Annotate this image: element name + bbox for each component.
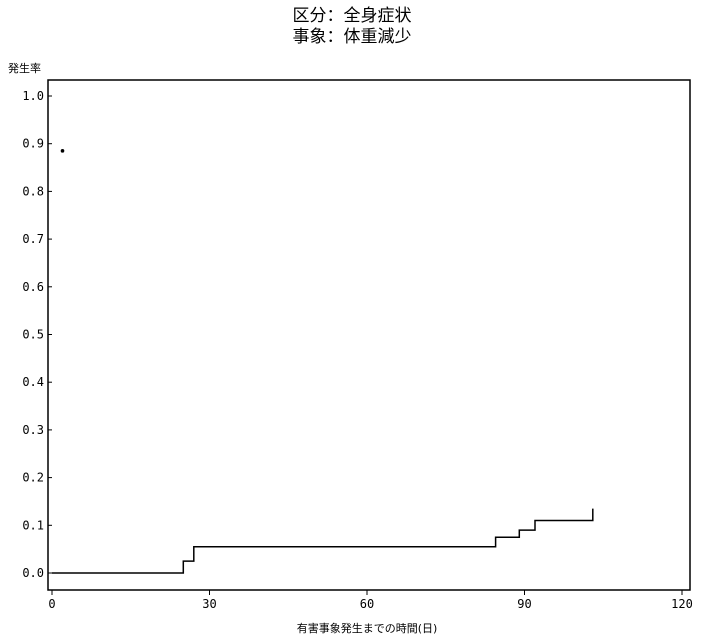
- y-tick-label: 0.4: [22, 375, 44, 389]
- x-tick-label: 90: [517, 597, 531, 611]
- y-tick-label: 0.5: [22, 328, 44, 342]
- y-tick-label: 0.3: [22, 423, 44, 437]
- y-tick-label: 0.2: [22, 471, 44, 485]
- plot-frame: [47, 79, 691, 591]
- series-layer: [52, 149, 594, 574]
- y-tick-label: 0.8: [22, 184, 44, 198]
- x-axis-label: 有害事象発生までの時間(日): [297, 621, 438, 635]
- axes: [47, 79, 691, 591]
- ticks: 0.0 0.1 0.2 0.3 0.4 0.5 0.6 0.7 0.8 0.9 1.0 0 30 60 90…: [22, 89, 693, 611]
- chart-title-block: 区分：全身症状 事象：体重減少: [0, 6, 704, 48]
- chart-subtitle: 事象：体重減少: [292, 27, 412, 47]
- y-axis-label: 発生率: [8, 61, 41, 75]
- y-tick-label: 0.9: [22, 137, 44, 151]
- data-point: [60, 149, 65, 153]
- y-tick-label: 0.6: [22, 280, 44, 294]
- y-tick-label: 0.0: [22, 566, 44, 580]
- x-tick-label: 0: [48, 597, 55, 611]
- y-tick-label: 0.1: [22, 518, 44, 532]
- y-tick-label: 0.7: [22, 232, 44, 246]
- x-tick-label: 30: [202, 597, 216, 611]
- x-tick-label: 120: [671, 597, 693, 611]
- chart-title: 区分：全身症状: [292, 6, 412, 26]
- x-tick-label: 60: [360, 597, 374, 611]
- series-line-0: [52, 508, 594, 574]
- y-tick-label: 1.0: [22, 89, 44, 103]
